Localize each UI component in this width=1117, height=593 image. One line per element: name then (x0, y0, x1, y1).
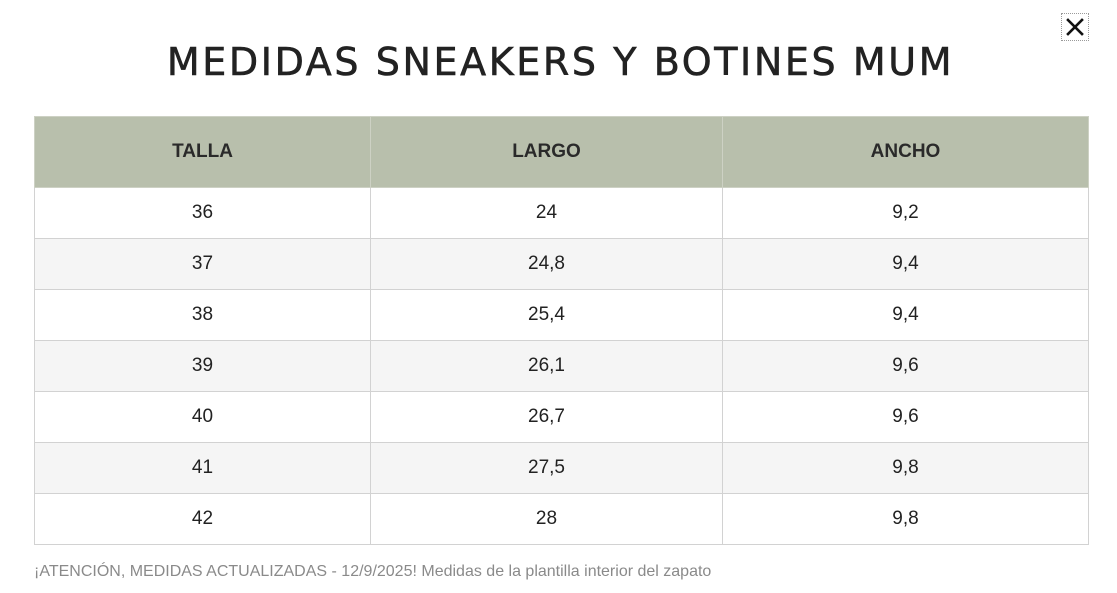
column-header-largo: LARGO (370, 116, 723, 188)
table-row: 40 26,7 9,6 (34, 391, 1089, 443)
cell-ancho: 9,4 (722, 238, 1089, 290)
cell-ancho: 9,8 (722, 442, 1089, 494)
cell-largo: 24,8 (370, 238, 723, 290)
table-row: 42 28 9,8 (34, 493, 1089, 545)
table-row: 38 25,4 9,4 (34, 289, 1089, 341)
cell-ancho: 9,2 (722, 187, 1089, 239)
cell-talla: 42 (34, 493, 371, 545)
cell-talla: 36 (34, 187, 371, 239)
cell-largo: 28 (370, 493, 723, 545)
table-row: 39 26,1 9,6 (34, 340, 1089, 392)
cell-ancho: 9,6 (722, 391, 1089, 443)
cell-talla: 40 (34, 391, 371, 443)
cell-talla: 39 (34, 340, 371, 392)
table-row: 37 24,8 9,4 (34, 238, 1089, 290)
close-button[interactable] (1061, 13, 1089, 41)
cell-talla: 37 (34, 238, 371, 290)
cell-ancho: 9,6 (722, 340, 1089, 392)
update-notice: ¡ATENCIÓN, MEDIDAS ACTUALIZADAS - 12/9/2… (34, 563, 712, 580)
column-header-talla: TALLA (34, 116, 371, 188)
cell-largo: 27,5 (370, 442, 723, 494)
cell-talla: 38 (34, 289, 371, 341)
cell-largo: 26,1 (370, 340, 723, 392)
cell-talla: 41 (34, 442, 371, 494)
size-table: TALLA LARGO ANCHO 36 24 9,2 37 24,8 9,4 … (34, 116, 1089, 545)
cell-largo: 26,7 (370, 391, 723, 443)
table-header-row: TALLA LARGO ANCHO (34, 116, 1089, 188)
cell-ancho: 9,4 (722, 289, 1089, 341)
table-row: 36 24 9,2 (34, 187, 1089, 239)
cell-largo: 25,4 (370, 289, 723, 341)
table-row: 41 27,5 9,8 (34, 442, 1089, 494)
cell-largo: 24 (370, 187, 723, 239)
cell-ancho: 9,8 (722, 493, 1089, 545)
page-title: MEDIDAS SNEAKERS Y BOTINES MUM (166, 40, 955, 85)
column-header-ancho: ANCHO (722, 116, 1089, 188)
close-icon (1066, 18, 1084, 36)
